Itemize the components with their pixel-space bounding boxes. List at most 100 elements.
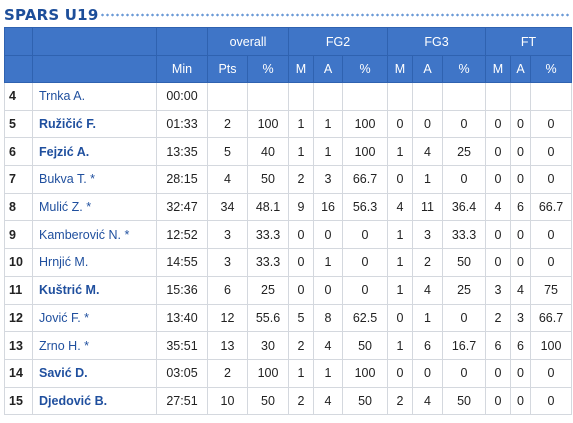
stat-ft-pct: 66.7 <box>530 303 573 333</box>
stat-fg2-att: 8 <box>313 303 344 333</box>
stat-overall-pct: 33.3 <box>246 220 290 250</box>
stat-fg3-made: 1 <box>387 275 414 305</box>
stat-ft-pct: 0 <box>530 137 573 167</box>
stat-ft-pct: 0 <box>530 386 573 416</box>
stat-ft-made: 0 <box>485 109 512 139</box>
stat-fg3-made: 0 <box>387 303 414 333</box>
stat-overall-pct: 30 <box>246 331 290 360</box>
player-minutes: 35:51 <box>156 331 208 360</box>
stat-fg2-pct: 66.7 <box>342 165 389 194</box>
stat-fg3-att: 1 <box>412 303 444 333</box>
table-row: 9 Kamberović N. * 12:52 3 33.3 0 0 0 1 3 33.3 0 0 0 <box>4 220 573 250</box>
player-minutes: 27:51 <box>156 386 208 416</box>
stat-fg3-made <box>387 82 414 111</box>
stat-ft-att <box>510 82 532 111</box>
stat-ft-made: 0 <box>485 248 512 277</box>
stat-ft-made: 6 <box>485 331 512 360</box>
stat-overall-pct: 55.6 <box>246 303 290 333</box>
stat-fg2-att: 0 <box>313 220 344 250</box>
table-row: 10 Hrnjić M. 14:55 3 33.3 0 1 0 1 2 50 0 0 0 <box>4 248 573 277</box>
stat-fg2-made: 0 <box>288 220 315 250</box>
player-number: 13 <box>4 331 33 360</box>
player-name-link[interactable]: Bukva T. * <box>32 165 157 194</box>
stat-fg3-made: 1 <box>387 331 414 360</box>
stat-fg2-pct: 50 <box>342 331 389 360</box>
header-col-fg3-made: M <box>387 55 414 83</box>
player-minutes: 13:35 <box>156 137 208 167</box>
player-name-link[interactable]: Kuštrić M. <box>32 275 157 305</box>
stat-fg3-made: 0 <box>387 165 414 194</box>
stat-fg3-made: 0 <box>387 109 414 139</box>
stat-fg3-att: 1 <box>412 165 444 194</box>
stat-fg3-att: 4 <box>412 275 444 305</box>
player-name-link[interactable]: Trnka A. <box>32 82 157 111</box>
stat-fg3-made: 0 <box>387 358 414 388</box>
stat-fg3-made: 1 <box>387 248 414 277</box>
stat-fg2-pct: 100 <box>342 137 389 167</box>
stat-pts: 2 <box>207 358 248 388</box>
stat-pts: 2 <box>207 109 248 139</box>
stat-fg2-att <box>313 82 344 111</box>
stat-fg3-pct: 0 <box>442 165 487 194</box>
stat-fg3-made: 1 <box>387 220 414 250</box>
stat-fg2-made: 1 <box>288 137 315 167</box>
stat-ft-att: 6 <box>510 192 532 222</box>
stat-fg2-att: 16 <box>313 192 344 222</box>
stat-ft-att: 6 <box>510 331 532 360</box>
player-name-link[interactable]: Fejzić A. <box>32 137 157 167</box>
player-name-link[interactable]: Mulić Z. * <box>32 192 157 222</box>
stat-ft-att: 0 <box>510 386 532 416</box>
player-name-link[interactable]: Kamberović N. * <box>32 220 157 250</box>
stat-pts: 3 <box>207 220 248 250</box>
team-title-row: SPARS U19 <box>4 6 571 24</box>
table-row: 14 Savić D. 03:05 2 100 1 1 100 0 0 0 0 0 0 <box>4 358 573 388</box>
stat-fg3-att: 4 <box>412 386 444 416</box>
header-col-overall-pct: % <box>246 55 290 83</box>
stat-ft-pct <box>530 82 573 111</box>
stat-fg3-pct: 50 <box>442 386 487 416</box>
stat-fg3-att: 2 <box>412 248 444 277</box>
player-name-link[interactable]: Jović F. * <box>32 303 157 333</box>
stat-fg3-pct <box>442 82 487 111</box>
header-col-fg2-att: A <box>313 55 344 83</box>
stat-fg3-pct: 50 <box>442 248 487 277</box>
table-row: 12 Jović F. * 13:40 12 55.6 5 8 62.5 0 1 0 2 3 66.7 <box>4 303 573 333</box>
player-rows: 4 Trnka A. 00:00 5 Ružičić F. 01:33 2 100 1 1 100 0… <box>4 82 573 416</box>
table-row: 13 Zrno H. * 35:51 13 30 2 4 50 1 6 16.7 6 6 100 <box>4 331 573 360</box>
stat-ft-att: 4 <box>510 275 532 305</box>
stat-fg3-att: 11 <box>412 192 444 222</box>
stat-fg3-pct: 25 <box>442 275 487 305</box>
stat-ft-made: 4 <box>485 192 512 222</box>
stat-fg2-pct: 50 <box>342 386 389 416</box>
stat-fg3-att: 3 <box>412 220 444 250</box>
stat-overall-pct: 100 <box>246 109 290 139</box>
stat-fg2-att: 1 <box>313 109 344 139</box>
header-group-overall: overall <box>206 27 290 56</box>
stat-fg2-made: 0 <box>288 275 315 305</box>
player-name-link[interactable]: Zrno H. * <box>32 331 157 360</box>
stat-ft-made: 3 <box>485 275 512 305</box>
team-title: SPARS U19 <box>4 6 99 24</box>
player-name-link[interactable]: Hrnjić M. <box>32 248 157 277</box>
table-row: 7 Bukva T. * 28:15 4 50 2 3 66.7 0 1 0 0 0 0 <box>4 165 573 194</box>
player-stats-table: overall FG2 FG3 FT Min Pts % M A % M A %… <box>4 27 573 416</box>
stat-fg2-made: 0 <box>288 248 315 277</box>
stat-ft-att: 0 <box>510 358 532 388</box>
stat-overall-pct: 40 <box>246 137 290 167</box>
header-blank <box>156 27 208 56</box>
stat-overall-pct: 100 <box>246 358 290 388</box>
stat-fg2-pct: 0 <box>342 220 389 250</box>
stat-ft-pct: 0 <box>530 165 573 194</box>
player-name-link[interactable]: Ružičić F. <box>32 109 157 139</box>
player-number: 15 <box>4 386 33 416</box>
header-column-row: Min Pts % M A % M A % M A % <box>4 55 573 83</box>
header-col-fg3-pct: % <box>442 55 487 83</box>
header-col-ft-made: M <box>485 55 512 83</box>
stat-ft-att: 0 <box>510 165 532 194</box>
stat-fg3-pct: 0 <box>442 109 487 139</box>
player-name-link[interactable]: Savić D. <box>32 358 157 388</box>
stat-overall-pct <box>246 82 290 111</box>
stat-ft-pct: 75 <box>530 275 573 305</box>
stat-fg2-att: 1 <box>313 248 344 277</box>
player-name-link[interactable]: Djedović B. <box>32 386 157 416</box>
